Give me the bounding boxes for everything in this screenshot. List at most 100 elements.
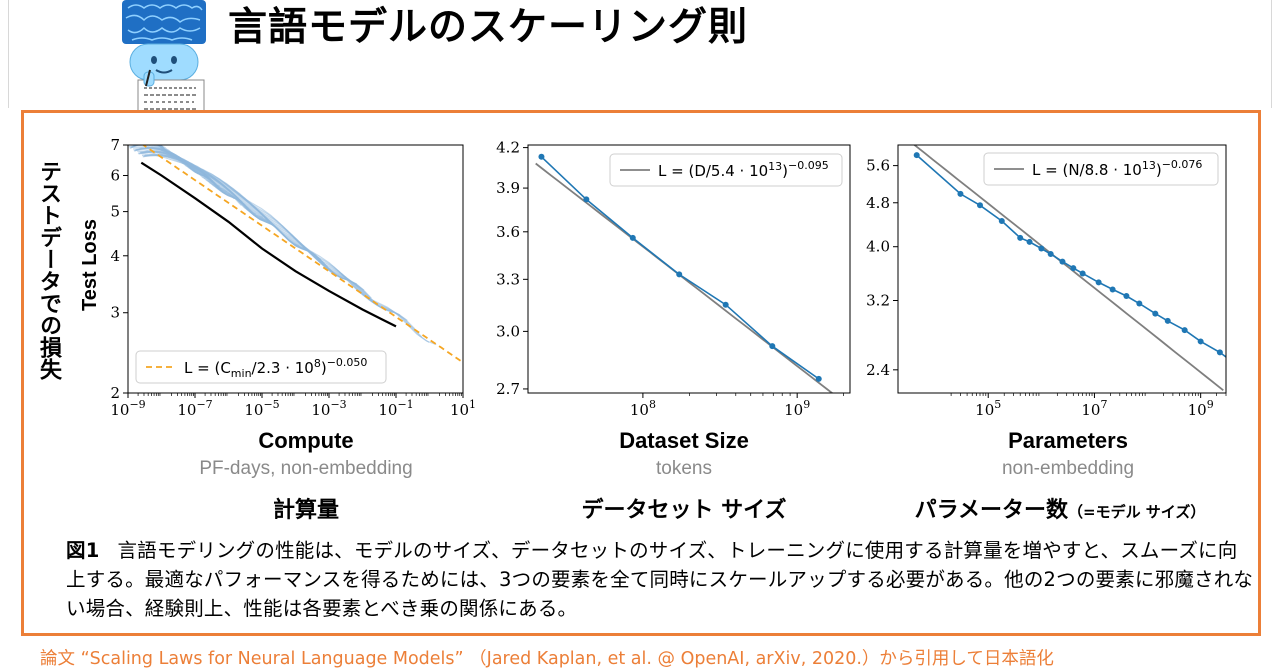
data-point [815, 375, 822, 382]
parameters-jp-label: パラメーター数（=モデル サイズ） [880, 492, 1240, 524]
x-tick-exponent: 1 [469, 398, 476, 411]
x-tick-label: 10−9 [110, 398, 145, 419]
slide-left-rule [8, 0, 9, 108]
data-point [1038, 245, 1045, 252]
legend-label: L = (Cmin/2.3 · 108)−0.050 [184, 356, 367, 380]
y-tick-label: 3.3 [496, 270, 520, 288]
compute-jp-label: 計算量 [272, 498, 339, 523]
legend-part: L = (N/8.8 · 10 [1032, 161, 1142, 179]
learning-curve [134, 146, 329, 268]
x-tick-exponent: 8 [649, 398, 656, 411]
slide-right-rule [1271, 0, 1272, 108]
x-tick-label: 108 [630, 398, 656, 419]
compute-x-title: Compute [258, 428, 354, 453]
learning-curve [131, 145, 300, 247]
data-point [977, 202, 984, 209]
legend-part: L = (D/5.4 · 10 [658, 162, 768, 180]
dataset-x-subtitle: tokens [656, 458, 712, 479]
x-tick-base: 10 [450, 401, 469, 419]
data-point [1070, 265, 1077, 272]
y-tick-label: 6 [110, 167, 120, 185]
x-tick-base: 10 [784, 401, 803, 419]
plot-area [913, 145, 1236, 392]
caption-text: 言語モデリングの性能は、モデルのサイズ、データセットのサイズ、トレーニングに使用… [66, 539, 1254, 620]
data-point [1136, 300, 1143, 307]
learning-curve [158, 145, 213, 183]
legend-subscript: min [231, 367, 252, 380]
y-tick-label: 4.2 [496, 139, 520, 157]
data-point [1017, 234, 1024, 241]
learning-curve [139, 150, 387, 311]
legend-box [135, 350, 387, 384]
y-tick-label: 4.0 [866, 238, 890, 256]
x-tick-base: 10 [378, 401, 397, 419]
data-point [538, 153, 545, 160]
learning-curve [144, 154, 437, 346]
y-tick-label: 2.7 [496, 380, 520, 398]
data-point [1123, 293, 1130, 300]
x-tick-label: 10−5 [244, 398, 279, 419]
x-tick-base: 10 [177, 401, 196, 419]
y-tick-label: 7 [110, 136, 120, 154]
y-tick-label: 5 [110, 203, 120, 221]
plot-frame [897, 144, 1227, 394]
figure-caption: 図1 言語モデリングの性能は、モデルのサイズ、データセットのサイズ、トレーニングに… [66, 536, 1256, 623]
source-citation: 論文 “Scaling Laws for Neural Language Mod… [40, 649, 1054, 669]
x-tick-exponent: 9 [1207, 398, 1214, 411]
x-tick-base: 10 [630, 401, 649, 419]
y-tick-label: 5.6 [866, 157, 890, 175]
data-point [1059, 258, 1066, 265]
legend-part: ) [1156, 161, 1162, 179]
x-tick-label: 10−7 [177, 398, 212, 419]
x-tick-exponent: −1 [397, 398, 413, 411]
x-tick-exponent: 7 [1100, 398, 1107, 411]
legend-part: /2.3 · 10 [252, 359, 314, 377]
parameters-jp-label-main: パラメーター数 [914, 498, 1068, 523]
data-point [957, 190, 964, 197]
y-tick-label: 2 [110, 384, 120, 402]
caption-figure-number: 図1 [66, 539, 100, 562]
x-tick-exponent: −3 [330, 398, 346, 411]
x-tick-label: 10−1 [378, 398, 413, 419]
x-tick-base: 10 [975, 401, 994, 419]
legend-part: ) [321, 359, 327, 377]
x-tick-label: 109 [1188, 398, 1214, 419]
y-axis-title: Test Loss [79, 219, 101, 311]
x-tick-label: 10−3 [311, 398, 346, 419]
parameters-x-subtitle: non-embedding [1001, 458, 1135, 479]
data-point [1181, 327, 1188, 334]
page-title: 言語モデルのスケーリング則 [228, 5, 749, 50]
fit-line [535, 162, 834, 393]
x-tick-exponent: 5 [994, 398, 1001, 411]
data-point [769, 343, 776, 350]
y-tick-label: 3.2 [866, 291, 890, 309]
legend-label: L = (D/5.4 · 1013)−0.095 [658, 159, 829, 180]
x-tick-exponent: −9 [129, 398, 145, 411]
data-point [676, 271, 683, 278]
dataset-x-title: Dataset Size [619, 428, 749, 453]
learning-curve [134, 147, 336, 275]
data-point [998, 218, 1005, 225]
data-point [1152, 310, 1159, 317]
learning-curve [130, 145, 293, 243]
legend-superscript: −0.076 [1162, 158, 1203, 171]
learning-curve [132, 146, 307, 250]
learning-curve [158, 145, 163, 148]
compute-frontier-line [140, 161, 397, 328]
legend-part: ) [782, 162, 788, 180]
y-tick-label: 4 [110, 247, 120, 265]
x-tick-label: 105 [975, 398, 1001, 419]
x-tick-base: 10 [311, 401, 330, 419]
plot-frame [127, 144, 464, 394]
data-point [1197, 338, 1204, 345]
x-tick-base: 10 [244, 401, 263, 419]
data-line [540, 156, 820, 380]
data-point [1230, 359, 1236, 365]
x-tick-exponent: −5 [263, 398, 279, 411]
data-point [1109, 286, 1116, 293]
